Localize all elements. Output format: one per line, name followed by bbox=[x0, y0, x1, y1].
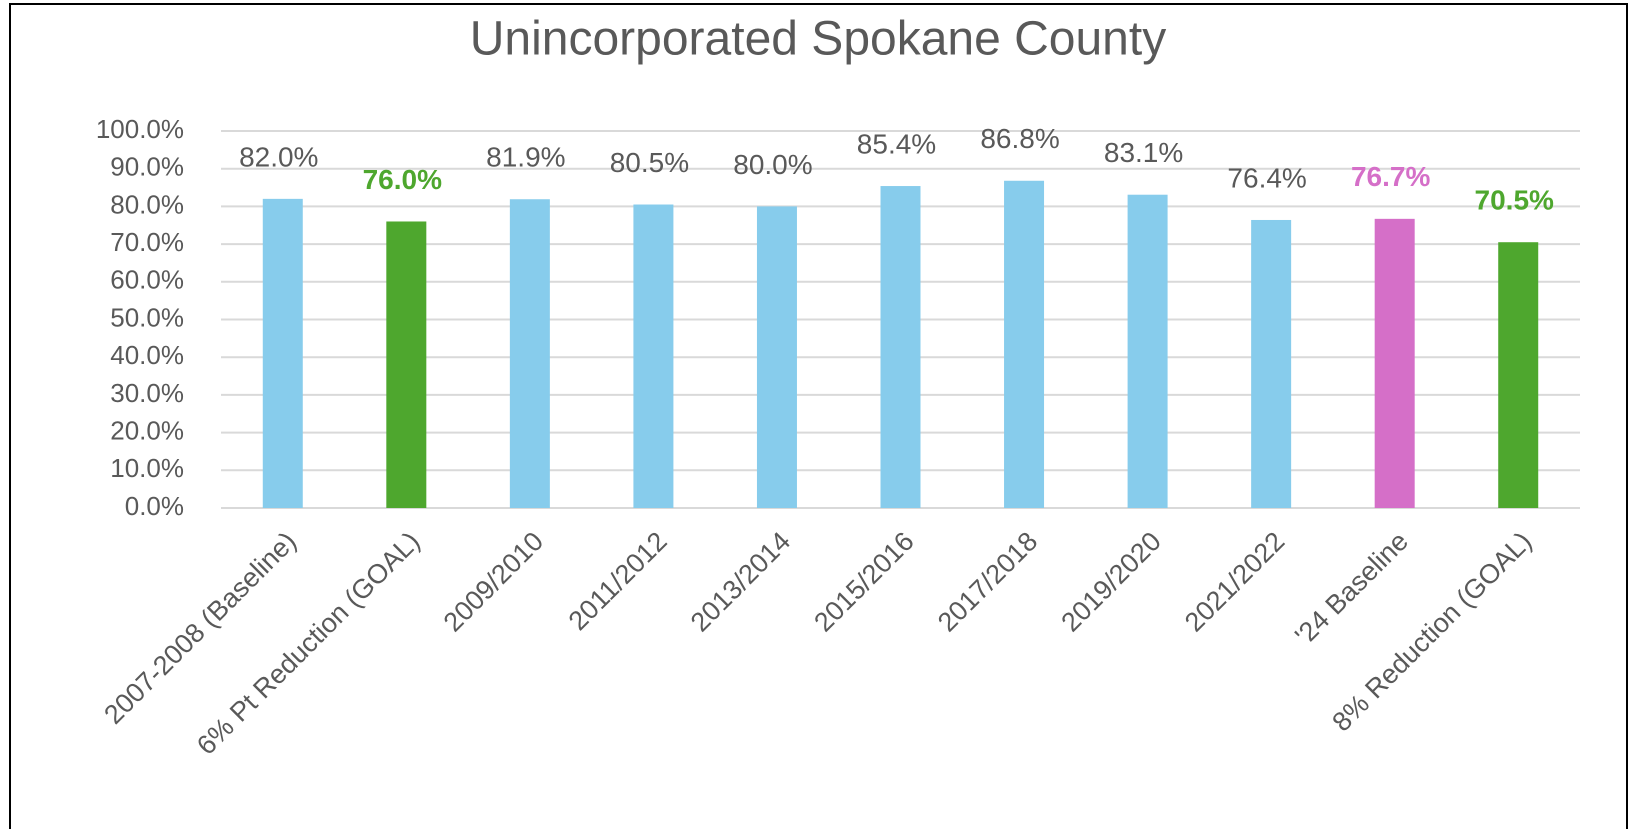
y-tick-label: 10.0% bbox=[110, 453, 184, 483]
value-label: 76.7% bbox=[1351, 161, 1430, 192]
value-label: 70.5% bbox=[1475, 185, 1554, 216]
y-tick-label: 50.0% bbox=[110, 302, 184, 332]
y-tick-label: 80.0% bbox=[110, 189, 184, 219]
value-label: 76.4% bbox=[1227, 162, 1306, 193]
y-tick-label: 60.0% bbox=[110, 265, 184, 295]
y-tick-label: 100.0% bbox=[96, 114, 184, 144]
value-label: 76.0% bbox=[363, 164, 442, 195]
bar bbox=[1498, 242, 1539, 508]
value-label: 80.5% bbox=[610, 147, 689, 178]
y-tick-label: 30.0% bbox=[110, 378, 184, 408]
y-tick-label: 70.0% bbox=[110, 227, 184, 257]
value-label: 85.4% bbox=[857, 128, 936, 159]
y-tick-label: 40.0% bbox=[110, 340, 184, 370]
value-label: 83.1% bbox=[1104, 137, 1183, 168]
bar bbox=[756, 206, 797, 508]
bar bbox=[1374, 218, 1415, 508]
bar bbox=[262, 198, 303, 509]
bar bbox=[880, 186, 921, 509]
value-label: 86.8% bbox=[980, 123, 1059, 154]
bar bbox=[509, 199, 550, 508]
y-tick-label: 20.0% bbox=[110, 415, 184, 445]
bar bbox=[633, 204, 674, 508]
bar bbox=[1004, 180, 1045, 508]
value-label: 80.0% bbox=[733, 149, 812, 180]
y-tick-label: 90.0% bbox=[110, 152, 184, 182]
value-label: 81.9% bbox=[486, 142, 565, 173]
bar bbox=[386, 221, 427, 509]
value-label: 82.0% bbox=[239, 141, 318, 172]
y-tick-label: 0.0% bbox=[125, 491, 184, 521]
bar bbox=[1251, 219, 1292, 509]
bar bbox=[1127, 194, 1168, 508]
chart-title: Unincorporated Spokane County bbox=[470, 13, 1166, 66]
